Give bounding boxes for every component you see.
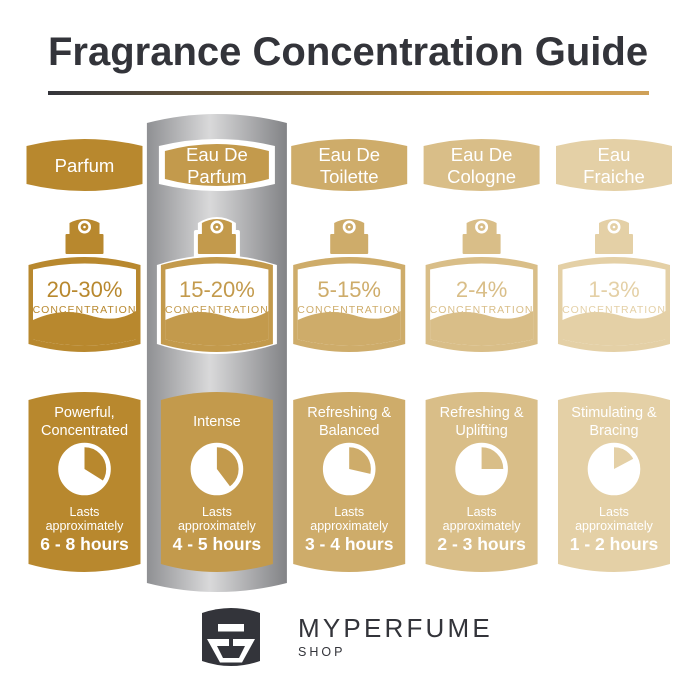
svg-text:4 - 5 hours: 4 - 5 hours [173,534,262,554]
svg-text:CONCENTRATION: CONCENTRATION [430,304,534,316]
svg-text:CONCENTRATION: CONCENTRATION [165,304,269,316]
svg-text:approximately: approximately [310,519,389,533]
svg-text:approximately: approximately [575,519,654,533]
svg-text:Fraiche: Fraiche [583,166,645,187]
svg-text:SHOP: SHOP [298,645,345,659]
svg-text:Uplifting: Uplifting [455,423,507,439]
svg-text:CONCENTRATION: CONCENTRATION [33,304,137,316]
svg-text:Refreshing &: Refreshing & [307,405,391,421]
svg-text:approximately: approximately [443,519,522,533]
svg-text:MYPERFUME: MYPERFUME [298,613,493,643]
svg-text:Eau De: Eau De [318,144,380,165]
svg-text:Toilette: Toilette [320,166,379,187]
svg-text:3 - 4 hours: 3 - 4 hours [305,534,394,554]
svg-text:Eau De: Eau De [186,144,248,165]
svg-text:approximately: approximately [46,519,125,533]
svg-text:5-15%: 5-15% [317,277,381,302]
svg-text:6 - 8 hours: 6 - 8 hours [40,534,129,554]
svg-text:CONCENTRATION: CONCENTRATION [562,304,666,316]
svg-text:Cologne: Cologne [447,166,516,187]
svg-text:CONCENTRATION: CONCENTRATION [297,304,401,316]
svg-text:Stimulating &: Stimulating & [571,405,657,421]
svg-text:Intense: Intense [193,414,241,430]
svg-text:2-4%: 2-4% [456,277,507,302]
svg-text:2 - 3 hours: 2 - 3 hours [437,534,526,554]
svg-text:approximately: approximately [178,519,257,533]
svg-text:Lasts: Lasts [70,505,100,519]
svg-text:Lasts: Lasts [202,505,232,519]
svg-text:20-30%: 20-30% [47,277,123,302]
svg-text:Refreshing &: Refreshing & [440,405,524,421]
svg-text:Eau De: Eau De [451,144,513,165]
svg-text:1 - 2 hours: 1 - 2 hours [570,534,659,554]
svg-text:Powerful,: Powerful, [54,405,114,421]
svg-text:Balanced: Balanced [319,423,379,439]
svg-text:15-20%: 15-20% [179,277,255,302]
svg-text:Parfum: Parfum [187,166,247,187]
svg-text:Parfum: Parfum [55,155,115,176]
svg-text:Lasts: Lasts [334,505,364,519]
svg-text:1-3%: 1-3% [588,277,639,302]
svg-text:Lasts: Lasts [599,505,629,519]
svg-text:Bracing: Bracing [589,423,638,439]
svg-text:Concentrated: Concentrated [41,423,128,439]
svg-text:Eau: Eau [598,144,631,165]
svg-text:Lasts: Lasts [467,505,497,519]
